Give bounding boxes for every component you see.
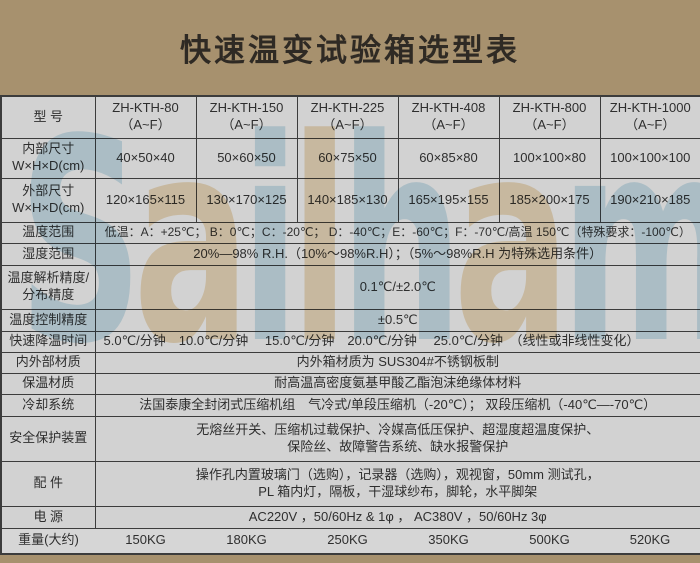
- weight-cell: 350KG: [398, 527, 499, 555]
- spec-table: 型 号 ZH-KTH-80 （A~F） ZH-KTH-150 （A~F） ZH-…: [0, 95, 700, 555]
- row-label-material: 内外部材质: [0, 351, 96, 374]
- cooling-system-value: 法国泰康全封闭式压缩机组 气冷式/单段压缩机（-20℃）； 双段压缩机（-40℃…: [94, 393, 700, 417]
- row-material: 内外部材质 内外箱材质为 SUS304#不锈钢板制: [0, 351, 700, 374]
- outer-dim-cell: 165×195×155: [397, 177, 500, 223]
- inner-dim-cell: 40×50×40: [94, 137, 197, 179]
- row-label-temp-range: 温度范围: [0, 221, 96, 244]
- model-name: ZH-KTH-1000: [609, 100, 691, 116]
- model-header-cell: ZH-KTH-408 （A~F）: [397, 95, 500, 139]
- row-label-cooling-rate: 快速降温时间: [0, 330, 96, 353]
- model-name: ZH-KTH-408: [411, 100, 486, 116]
- row-label-power: 电 源: [0, 505, 96, 529]
- control-accuracy-value: ±0.5℃: [94, 308, 700, 332]
- row-label-safety: 安全保护装置: [0, 415, 96, 462]
- model-grade: （A~F）: [625, 117, 676, 133]
- weight-cell: 250KG: [297, 527, 398, 555]
- model-header-cell: ZH-KTH-150 （A~F）: [195, 95, 298, 139]
- row-cooling-system: 冷却系统 法国泰康全封闭式压缩机组 气冷式/单段压缩机（-20℃）； 双段压缩机…: [0, 393, 700, 417]
- model-grade: （A~F）: [524, 117, 575, 133]
- row-label-accessories: 配 件: [0, 460, 96, 507]
- inner-dim-cell: 60×85×80: [397, 137, 500, 179]
- model-name: ZH-KTH-800: [512, 100, 587, 116]
- weight-cell: 150KG: [95, 527, 196, 555]
- row-temperature-range: 温度范围 低温：A：+25℃； B：0℃；C：-20℃； D：-40℃；E：-6…: [0, 221, 700, 244]
- outer-dim-cell: 140×185×130: [296, 177, 399, 223]
- humidity-value: 20%—98% R.H.（10%～98%R.H）；（5%～98%R.H 为特殊选…: [94, 242, 700, 266]
- outer-dim-cell: 185×200×175: [498, 177, 601, 223]
- model-name: ZH-KTH-225: [310, 100, 385, 116]
- row-label-inner-dims: 内部尺寸 W×H×D(cm): [0, 137, 96, 179]
- material-value: 内外箱材质为 SUS304#不锈钢板制: [94, 351, 700, 374]
- row-model-number: 型 号 ZH-KTH-80 （A~F） ZH-KTH-150 （A~F） ZH-…: [0, 95, 700, 139]
- row-cooling-rate: 快速降温时间 5.0℃/分钟 10.0℃/分钟 15.0℃/分钟 20.0℃/分…: [0, 330, 700, 353]
- row-label-model: 型 号: [0, 95, 96, 139]
- row-insulation: 保温材质 耐高温高密度氨基甲酸乙酯泡沫绝缘体材料: [0, 372, 700, 395]
- inner-dim-cell: 100×100×80: [498, 137, 601, 179]
- weight-cell: 520KG: [600, 527, 700, 555]
- model-grade: （A~F）: [322, 117, 373, 133]
- row-label-humidity: 湿度范围: [0, 242, 96, 266]
- model-name: ZH-KTH-80: [112, 100, 179, 116]
- power-value: AC220V ，50/60Hz & 1φ ， AC380V ，50/60Hz 3…: [94, 505, 700, 529]
- row-power: 电 源 AC220V ，50/60Hz & 1φ ， AC380V ，50/60…: [0, 505, 700, 529]
- model-header-cell: ZH-KTH-225 （A~F）: [296, 95, 399, 139]
- title-bar: 快速温变试验箱选型表: [0, 0, 700, 95]
- model-grade: （A~F）: [120, 117, 171, 133]
- model-name: ZH-KTH-150: [209, 100, 284, 116]
- row-accessories: 配 件 操作孔内置玻璃门（选购），记录器（选购），观视窗，50mm 测试孔， P…: [0, 460, 700, 507]
- row-label-weight: 重量(大约): [1, 527, 95, 555]
- inner-dim-cell: 100×100×100: [599, 137, 700, 179]
- resolution-value: 0.1℃/±2.0℃: [94, 264, 700, 310]
- accessories-value: 操作孔内置玻璃门（选购），记录器（选购），观视窗，50mm 测试孔， PL 箱内…: [94, 460, 700, 507]
- row-resolution-accuracy: 温度解析精度/ 分布精度 0.1℃/±2.0℃: [0, 264, 700, 310]
- insulation-value: 耐高温高密度氨基甲酸乙酯泡沫绝缘体材料: [94, 372, 700, 395]
- row-label-control: 温度控制精度: [0, 308, 96, 332]
- row-inner-dimensions: 内部尺寸 W×H×D(cm) 40×50×40 50×60×50 60×75×5…: [0, 137, 700, 179]
- weight-cell: 180KG: [196, 527, 297, 555]
- inner-dim-cell: 50×60×50: [195, 137, 298, 179]
- model-grade: （A~F）: [221, 117, 272, 133]
- row-outer-dimensions: 外部尺寸 W×H×D(cm) 120×165×115 130×170×125 1…: [0, 177, 700, 223]
- outer-dim-cell: 190×210×185: [599, 177, 700, 223]
- row-label-outer-dims: 外部尺寸 W×H×D(cm): [0, 177, 96, 223]
- row-control-accuracy: 温度控制精度 ±0.5℃: [0, 308, 700, 332]
- row-label-resolution: 温度解析精度/ 分布精度: [0, 264, 96, 310]
- row-humidity-range: 湿度范围 20%—98% R.H.（10%～98%R.H）；（5%～98%R.H…: [0, 242, 700, 266]
- weight-cell: 500KG: [499, 527, 600, 555]
- inner-dim-cell: 60×75×50: [296, 137, 399, 179]
- model-header-cell: ZH-KTH-1000 （A~F）: [599, 95, 700, 139]
- outer-dim-cell: 130×170×125: [195, 177, 298, 223]
- row-safety-protection: 安全保护装置 无熔丝开关、压缩机过载保护、冷媒高低压保护、超湿度超温度保护、 保…: [0, 415, 700, 462]
- outer-dim-cell: 120×165×115: [94, 177, 197, 223]
- temp-range-value: 低温：A：+25℃； B：0℃；C：-20℃； D：-40℃；E：-60℃；F：…: [94, 221, 700, 244]
- model-header-cell: ZH-KTH-800 （A~F）: [498, 95, 601, 139]
- model-header-cell: ZH-KTH-80 （A~F）: [94, 95, 197, 139]
- row-label-insulation: 保温材质: [0, 372, 96, 395]
- row-weight: 重量(大约) 150KG 180KG 250KG 350KG 500KG 520…: [1, 527, 700, 555]
- safety-value: 无熔丝开关、压缩机过载保护、冷媒高低压保护、超湿度超温度保护、 保险丝、故障警告…: [94, 415, 700, 462]
- cooling-rate-value: 5.0℃/分钟 10.0℃/分钟 15.0℃/分钟 20.0℃/分钟 25.0℃…: [94, 330, 700, 353]
- model-grade: （A~F）: [423, 117, 474, 133]
- spec-table-area: Sailham 型 号 ZH-KTH-80 （A~F） ZH-KTH-150 （…: [0, 95, 700, 555]
- page-title: 快速温变试验箱选型表: [180, 33, 520, 68]
- row-label-cooling-system: 冷却系统: [0, 393, 96, 417]
